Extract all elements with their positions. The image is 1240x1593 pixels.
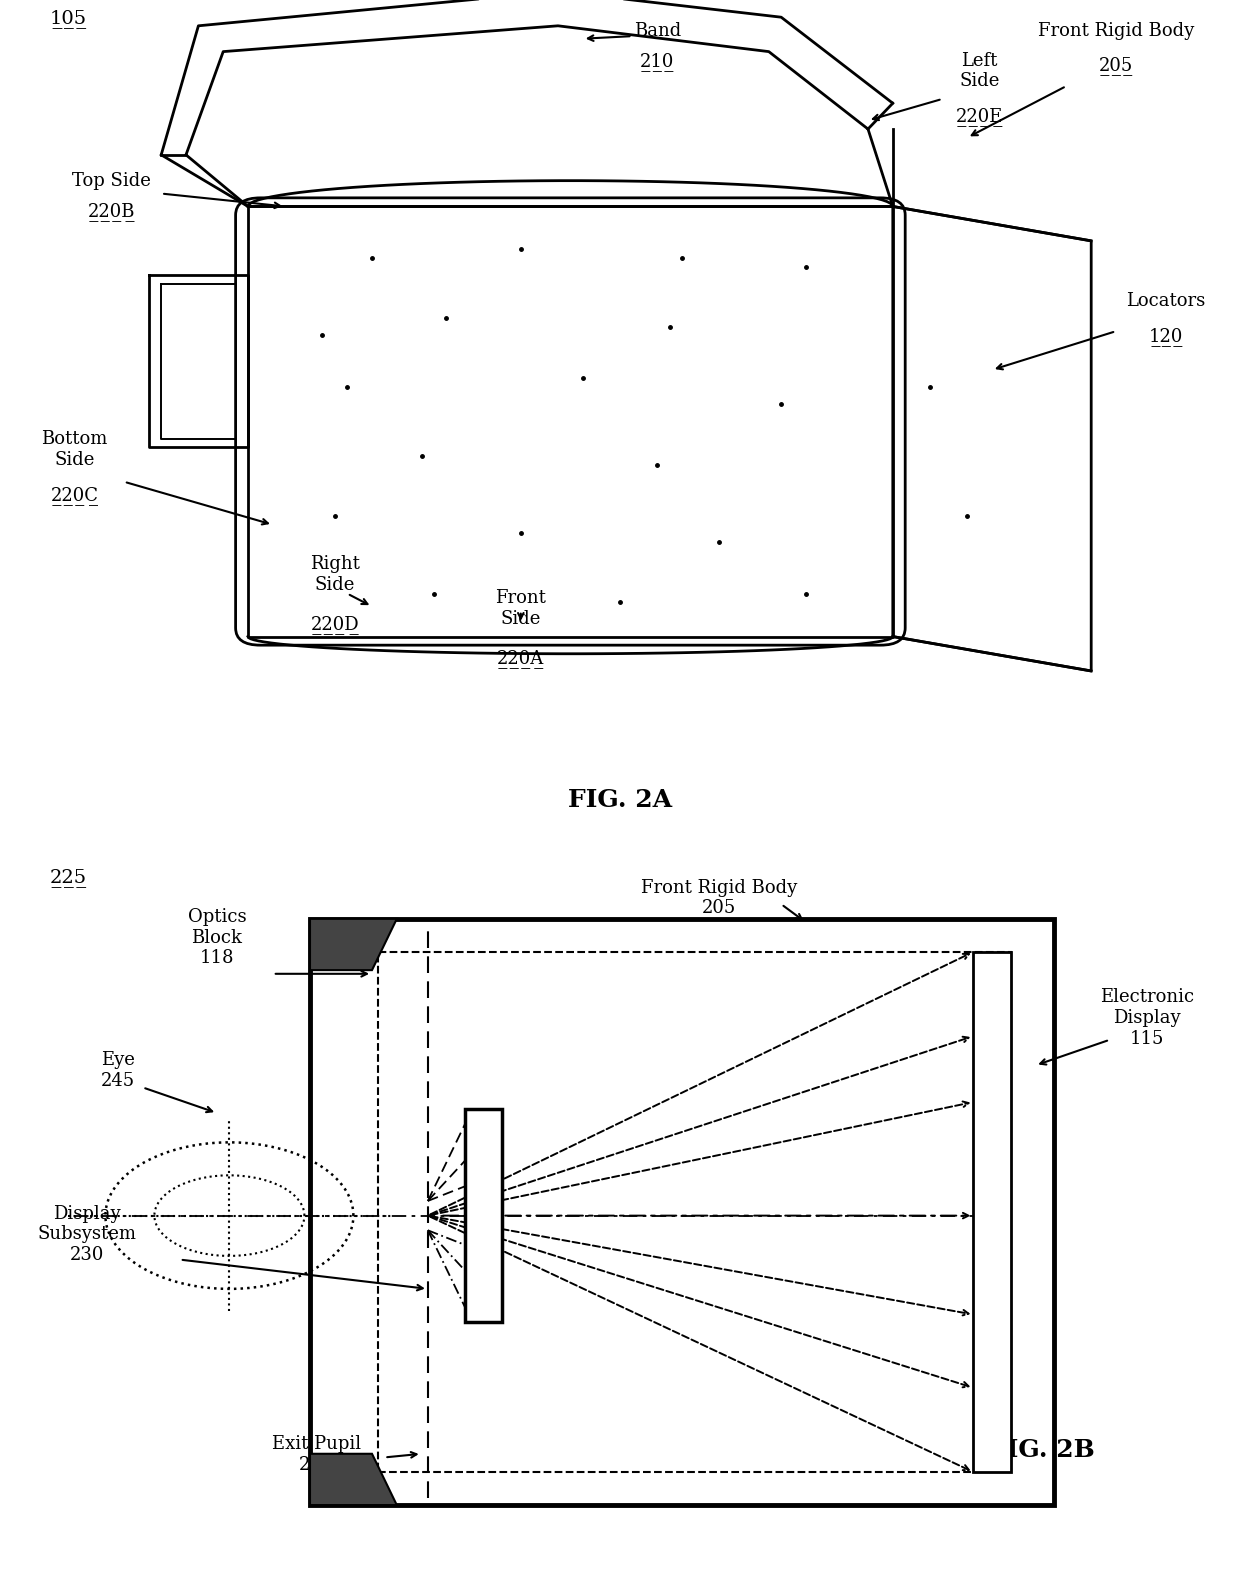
Bar bbox=[465, 1109, 502, 1322]
Text: Right
Side: Right Side bbox=[310, 554, 360, 594]
Text: Left
Side: Left Side bbox=[960, 51, 999, 91]
Text: 2̲0̲5̲: 2̲0̲5̲ bbox=[1099, 56, 1133, 75]
Text: 1̲2̲0̲: 1̲2̲0̲ bbox=[1148, 327, 1183, 346]
Bar bbox=[310, 919, 1054, 1505]
Text: Band: Band bbox=[634, 21, 681, 40]
Text: FIG. 2A: FIG. 2A bbox=[568, 789, 672, 812]
Text: Optics
Block
118: Optics Block 118 bbox=[187, 908, 247, 967]
Text: 2̲2̲0̲D̲: 2̲2̲0̲D̲ bbox=[310, 615, 360, 634]
Text: FIG. 2B: FIG. 2B bbox=[988, 1438, 1095, 1462]
Text: Display
Subsystem
230: Display Subsystem 230 bbox=[37, 1204, 136, 1265]
Text: Locators: Locators bbox=[1126, 293, 1205, 311]
Text: 1̲0̲5̲: 1̲0̲5̲ bbox=[50, 8, 87, 27]
Polygon shape bbox=[310, 919, 397, 970]
Text: 2̲2̲0̲E̲: 2̲2̲0̲E̲ bbox=[956, 108, 1003, 126]
Polygon shape bbox=[310, 1454, 397, 1505]
Bar bbox=[378, 951, 1011, 1472]
Text: Bottom
Side: Bottom Side bbox=[41, 430, 108, 468]
Text: 2̲2̲5̲: 2̲2̲5̲ bbox=[50, 868, 87, 886]
Text: 2̲2̲0̲B̲: 2̲2̲0̲B̲ bbox=[88, 202, 135, 221]
Text: Exit Pupil
250: Exit Pupil 250 bbox=[272, 1435, 361, 1474]
Text: Front Rigid Body
205: Front Rigid Body 205 bbox=[641, 878, 797, 918]
Text: 2̲1̲0̲: 2̲1̲0̲ bbox=[640, 51, 675, 70]
Text: Eye
245: Eye 245 bbox=[100, 1051, 135, 1090]
Text: Front Rigid Body: Front Rigid Body bbox=[1038, 21, 1194, 40]
Text: 2̲2̲0̲C̲: 2̲2̲0̲C̲ bbox=[51, 486, 98, 505]
Text: Front
Side: Front Side bbox=[495, 589, 547, 628]
Text: Top Side: Top Side bbox=[72, 172, 151, 190]
Text: Electronic
Display
115: Electronic Display 115 bbox=[1100, 988, 1194, 1048]
Bar bbox=[973, 951, 1011, 1472]
Text: 2̲2̲0̲A̲: 2̲2̲0̲A̲ bbox=[497, 650, 544, 669]
